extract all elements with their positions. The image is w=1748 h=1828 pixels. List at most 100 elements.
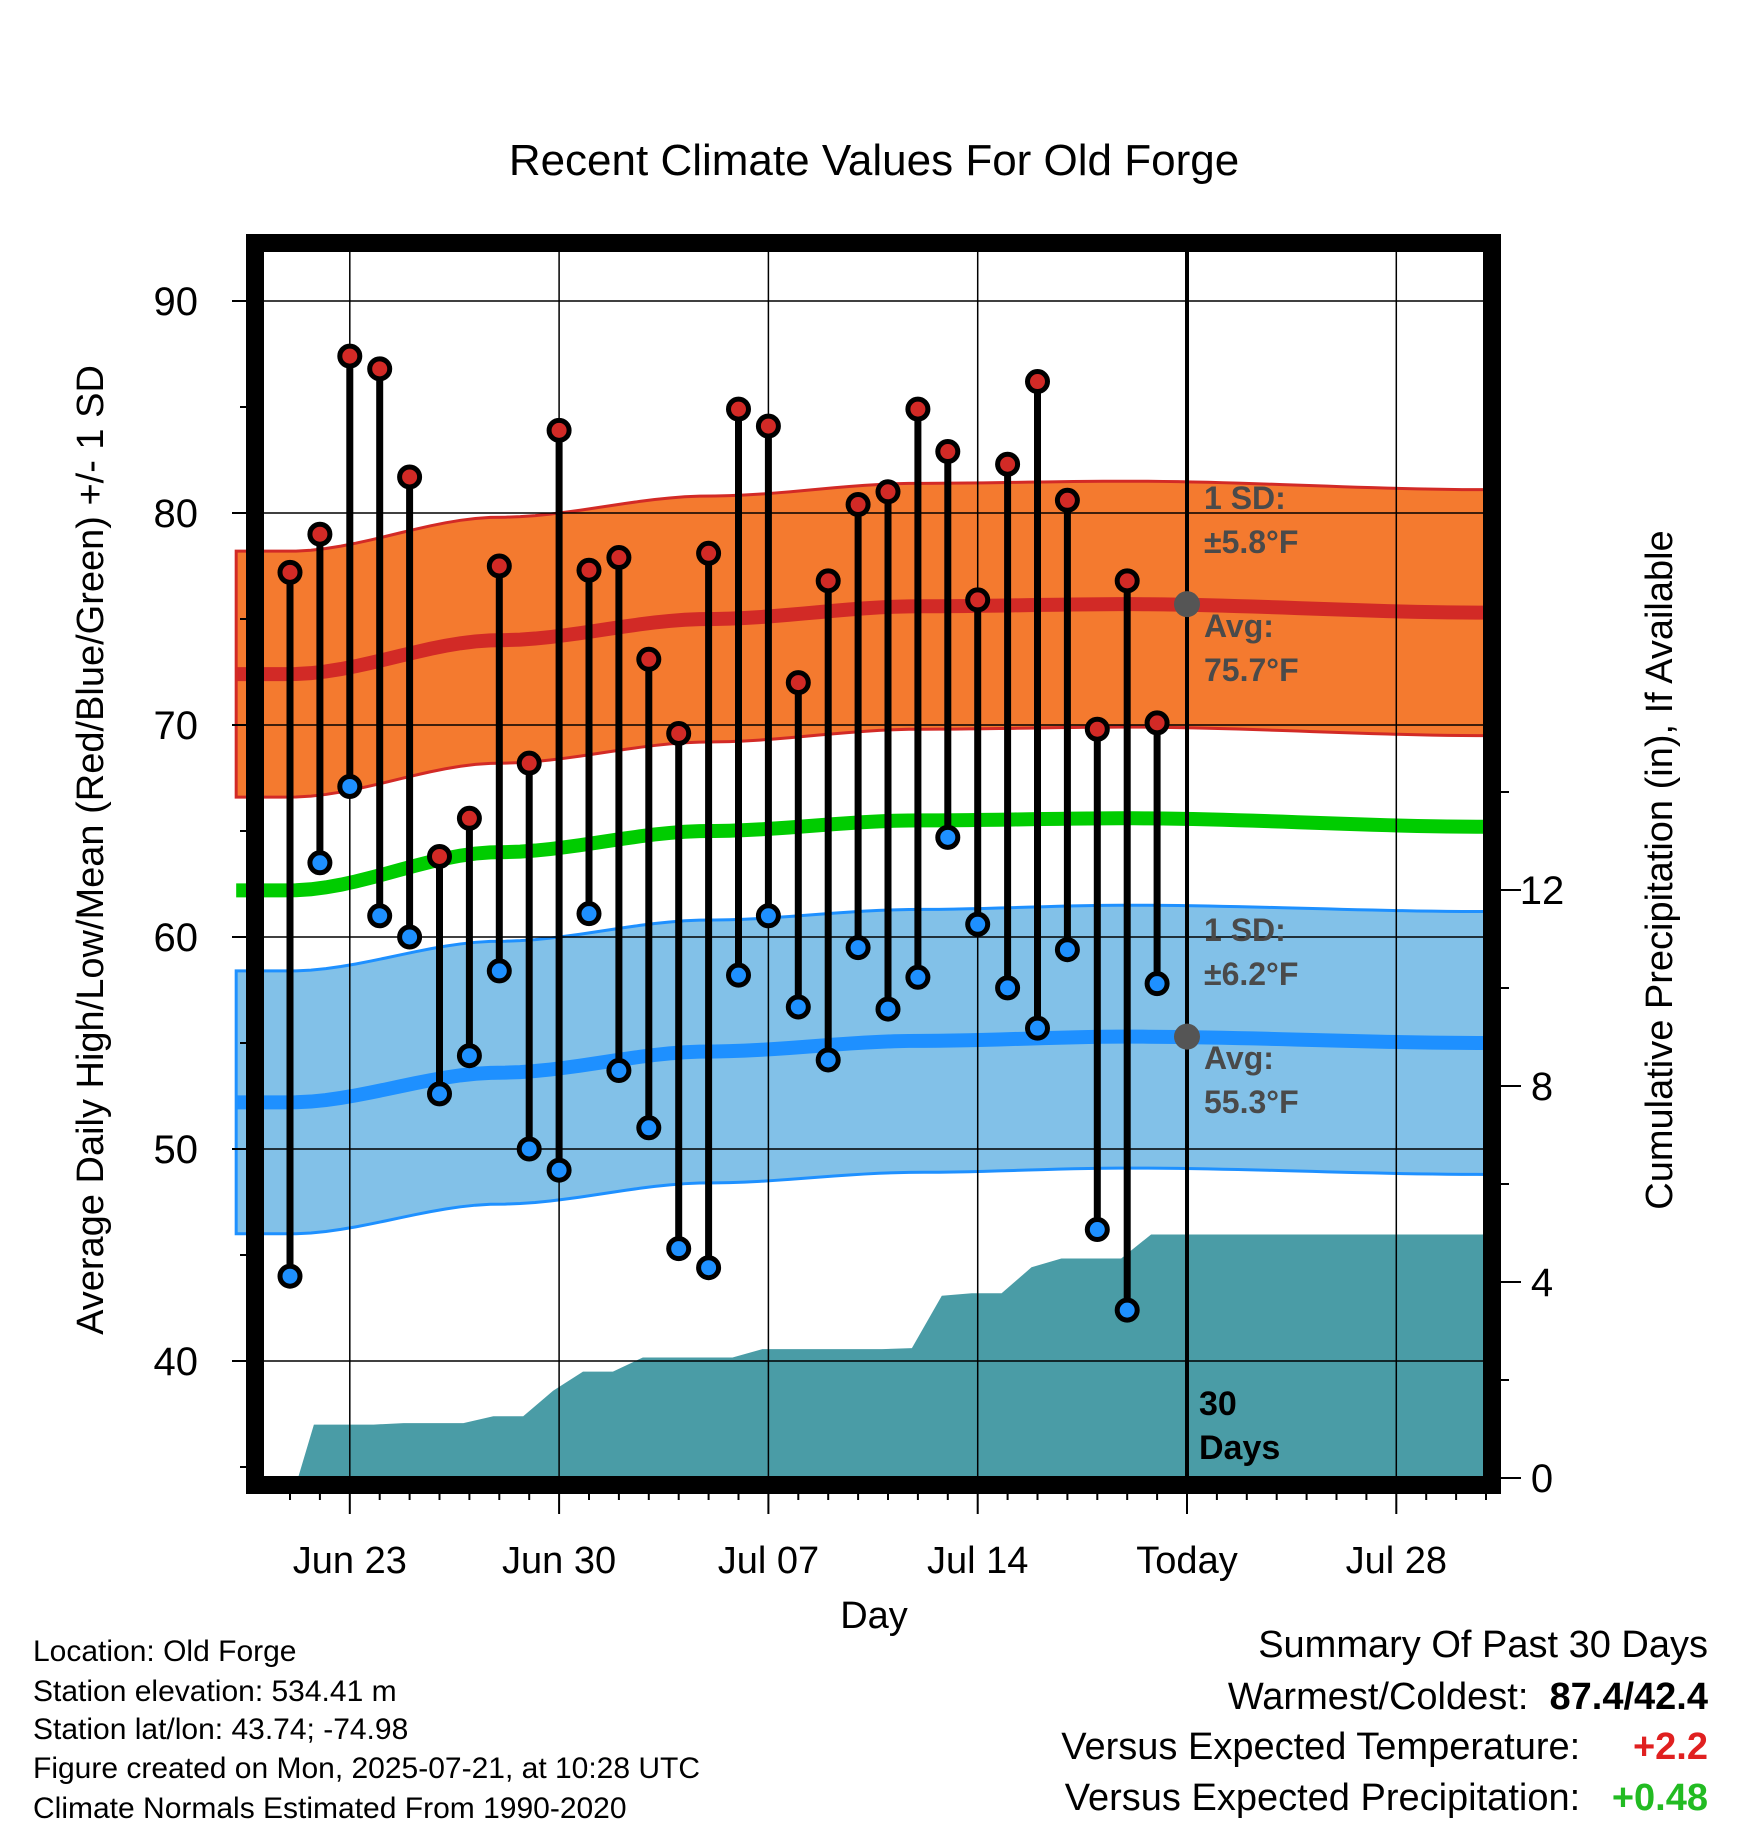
high-sd-value: ±5.8°F [1204,524,1298,560]
daily-low-point [815,1047,841,1073]
summary-temp-label: Versus Expected Temperature: [1061,1726,1581,1768]
precip-area [262,1234,1485,1478]
daily-high-point [397,464,423,490]
daily-high-point [576,557,602,583]
daily-low-point [995,975,1021,1001]
daily-low-point [875,996,901,1022]
x-axis-label: Day [840,1595,908,1637]
normal-mean-line [236,811,1492,898]
daily-low-point [516,1136,542,1162]
daily-low-point [337,773,363,799]
daily-high-point [606,545,632,571]
daily-high-point [1054,487,1080,513]
y2-tick-label: 4 [1531,1261,1553,1305]
daily-high-point [905,396,931,422]
y-tick-label: 60 [154,916,199,960]
low-avg-marker [1174,1023,1200,1050]
y2-axis-label: Cumulative Precipitation (in), If Availa… [1639,530,1681,1209]
daily-low-point [456,1043,482,1069]
daily-high-point [785,670,811,696]
low-avg-value: 55.3°F [1204,1084,1299,1120]
summary-title: Summary Of Past 30 Days [1258,1624,1708,1666]
x-tick-label: Today [1136,1540,1237,1582]
daily-low-point [486,958,512,984]
plot-frame [246,234,1501,1494]
daily-high-point [1025,369,1050,395]
normal-high-line [236,597,1492,682]
daily-high-point [726,396,751,422]
normal-low-line [236,1029,1492,1110]
daily-high-point [1144,710,1170,736]
daily-high-point [696,540,722,566]
meta-created: Figure created on Mon, 2025-07-21, at 10… [33,1752,701,1785]
daily-low-point [1025,1015,1050,1041]
summary-precip: Versus Expected Precipitation: +0.48 [1065,1773,1708,1823]
daily-low-point [427,1081,452,1107]
daily-high-point [815,568,841,594]
y-tick-label: 50 [154,1128,199,1172]
daily-high-point [307,521,333,547]
daily-low-point [606,1058,632,1084]
x-tick-label: Jul 28 [1346,1540,1447,1582]
daily-high-point [546,417,572,443]
daily-high-point [845,492,871,518]
daily-low-point [965,911,991,937]
y-tick-label: 70 [154,704,199,748]
y2-tick-label: 0 [1531,1457,1553,1501]
summary-warmest-value: 87.4/42.4 [1549,1676,1708,1718]
y2-tick-label: 12 [1520,869,1565,913]
y-tick-label: 40 [154,1340,199,1384]
daily-high-point [995,451,1021,477]
y-axis-label: Average Daily High/Low/Mean (Red/Blue/Gr… [70,365,112,1335]
daily-low-point [1084,1217,1110,1243]
daily-high-point [367,356,393,382]
daily-low-point [636,1115,662,1141]
summary-warmest: Warmest/Coldest: 87.4/42.4 [1228,1672,1708,1722]
high-sd-label: 1 SD: [1204,480,1286,516]
daily-low-point [1144,971,1170,997]
daily-high-point [875,479,901,505]
low-avg-label: Avg: [1204,1040,1274,1076]
summary-warmest-label: Warmest/Coldest: [1227,1676,1529,1718]
daily-low-point [307,850,333,876]
days-word: Days [1199,1429,1280,1467]
summary-temp: Versus Expected Temperature: +2.2 [1061,1722,1708,1772]
summary-temp-value: +2.2 [1632,1726,1708,1768]
daily-low-point [1114,1297,1140,1323]
daily-high-point [935,439,961,465]
daily-high-point [965,587,991,613]
summary-precip-label: Versus Expected Precipitation: [1064,1777,1581,1819]
low-sd-label: 1 SD: [1204,912,1286,948]
chart-title: Recent Climate Values For Old Forge [509,136,1239,185]
daily-low-point [726,962,751,988]
daily-high-point [486,553,512,579]
daily-low-point [845,935,871,961]
y2-tick-label: 8 [1531,1065,1553,1109]
daily-low-point [935,824,961,850]
high-sd-band [234,479,1494,799]
daily-high-point [277,559,303,585]
daily-low-point [576,901,602,927]
meta-elevation: Station elevation: 534.41 m [33,1675,397,1708]
daily-low-point [277,1263,303,1289]
daily-low-point [1054,937,1080,963]
daily-low-point [785,994,811,1020]
meta-latlon: Station lat/lon: 43.74; -74.98 [33,1713,409,1746]
daily-high-point [1114,568,1140,594]
daily-high-point [427,843,452,869]
x-tick-label: Jul 07 [718,1540,819,1582]
days-count: 30 [1199,1385,1237,1423]
high-avg-value: 75.7°F [1204,652,1299,688]
daily-high-point [666,720,692,746]
daily-high-point [636,646,662,672]
daily-low-point [546,1157,572,1183]
daily-high-point [755,413,781,439]
x-tick-label: Jun 30 [502,1540,616,1582]
daily-high-point [337,343,363,369]
daily-low-point [755,903,781,929]
daily-low-point [397,924,423,950]
daily-high-point [516,750,542,776]
y-tick-label: 90 [154,280,199,324]
daily-low-point [367,903,393,929]
